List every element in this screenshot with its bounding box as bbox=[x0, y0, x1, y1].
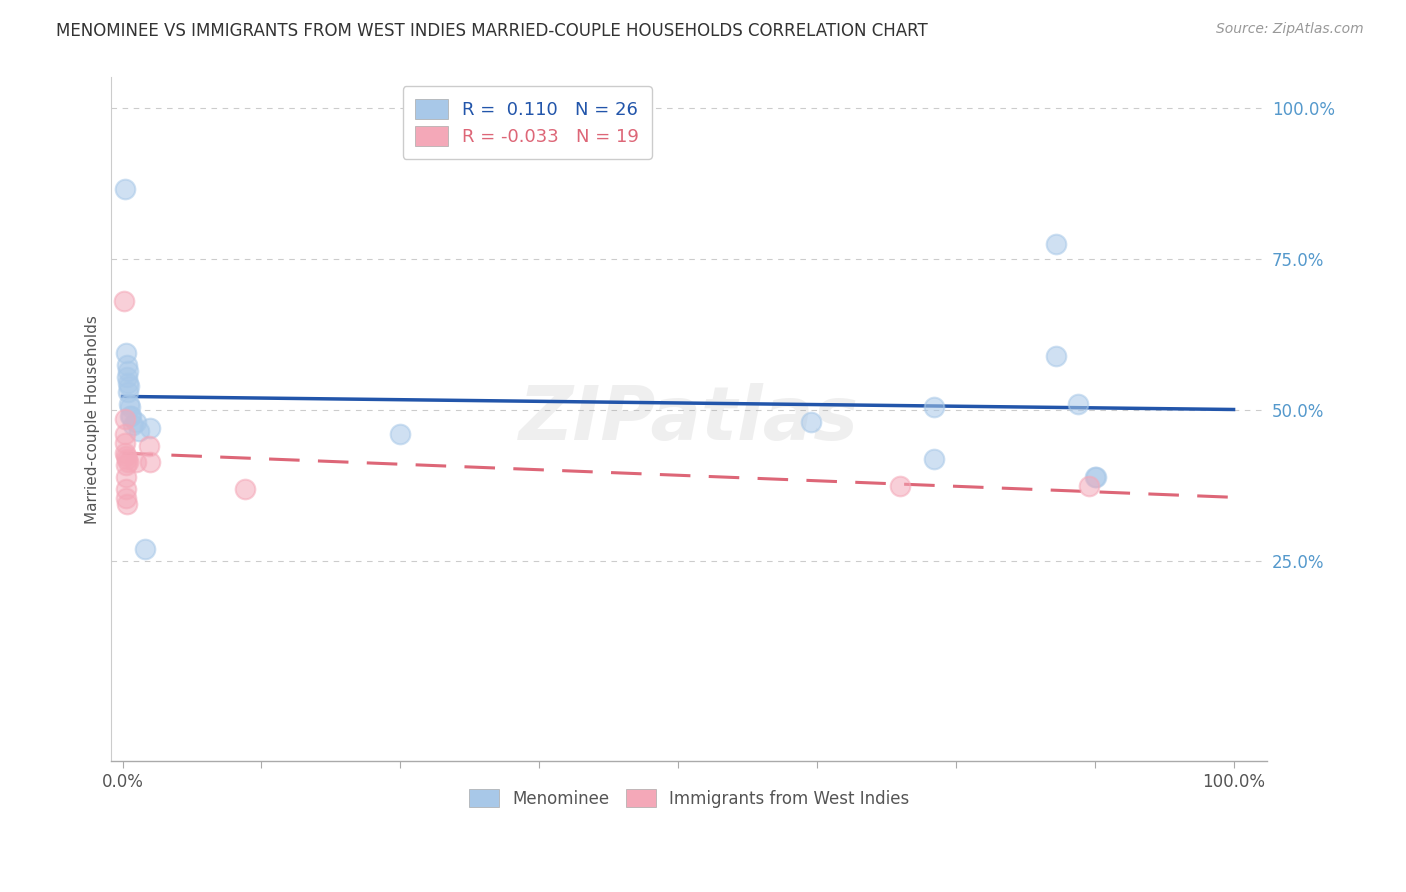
Point bbox=[134, 542, 156, 557]
Point bbox=[114, 445, 136, 459]
Point bbox=[128, 425, 150, 439]
Point bbox=[389, 427, 412, 442]
Point bbox=[120, 409, 142, 424]
Point bbox=[115, 449, 138, 463]
Point bbox=[117, 376, 139, 390]
Point bbox=[115, 469, 138, 483]
Point bbox=[1078, 479, 1101, 493]
Point bbox=[1045, 349, 1067, 363]
Point bbox=[112, 294, 135, 309]
Point bbox=[138, 440, 160, 454]
Point bbox=[115, 358, 138, 372]
Point bbox=[922, 400, 945, 414]
Point bbox=[1084, 469, 1107, 483]
Point bbox=[115, 458, 138, 472]
Point bbox=[125, 454, 148, 468]
Point bbox=[800, 415, 823, 429]
Point bbox=[233, 482, 256, 496]
Point bbox=[114, 182, 136, 196]
Point bbox=[120, 409, 142, 424]
Point bbox=[1084, 469, 1107, 483]
Point bbox=[117, 364, 139, 378]
Point bbox=[889, 479, 911, 493]
Y-axis label: Married-couple Households: Married-couple Households bbox=[86, 315, 100, 524]
Point bbox=[125, 415, 148, 429]
Text: ZIPatlas: ZIPatlas bbox=[519, 383, 859, 456]
Point bbox=[120, 400, 142, 414]
Legend: Menominee, Immigrants from West Indies: Menominee, Immigrants from West Indies bbox=[463, 782, 917, 814]
Point bbox=[139, 421, 162, 435]
Point bbox=[115, 491, 138, 505]
Point bbox=[1067, 397, 1090, 411]
Point bbox=[139, 454, 162, 468]
Point bbox=[114, 436, 136, 450]
Point bbox=[115, 451, 138, 466]
Text: MENOMINEE VS IMMIGRANTS FROM WEST INDIES MARRIED-COUPLE HOUSEHOLDS CORRELATION C: MENOMINEE VS IMMIGRANTS FROM WEST INDIES… bbox=[56, 22, 928, 40]
Point bbox=[115, 345, 138, 359]
Point bbox=[121, 418, 143, 433]
Point bbox=[118, 379, 141, 393]
Point bbox=[117, 454, 139, 468]
Point bbox=[118, 397, 141, 411]
Point bbox=[115, 482, 138, 496]
Point bbox=[114, 412, 136, 426]
Point bbox=[922, 451, 945, 466]
Point bbox=[115, 497, 138, 511]
Point bbox=[117, 385, 139, 400]
Text: Source: ZipAtlas.com: Source: ZipAtlas.com bbox=[1216, 22, 1364, 37]
Point bbox=[1045, 236, 1067, 251]
Point bbox=[115, 370, 138, 384]
Point bbox=[114, 427, 136, 442]
